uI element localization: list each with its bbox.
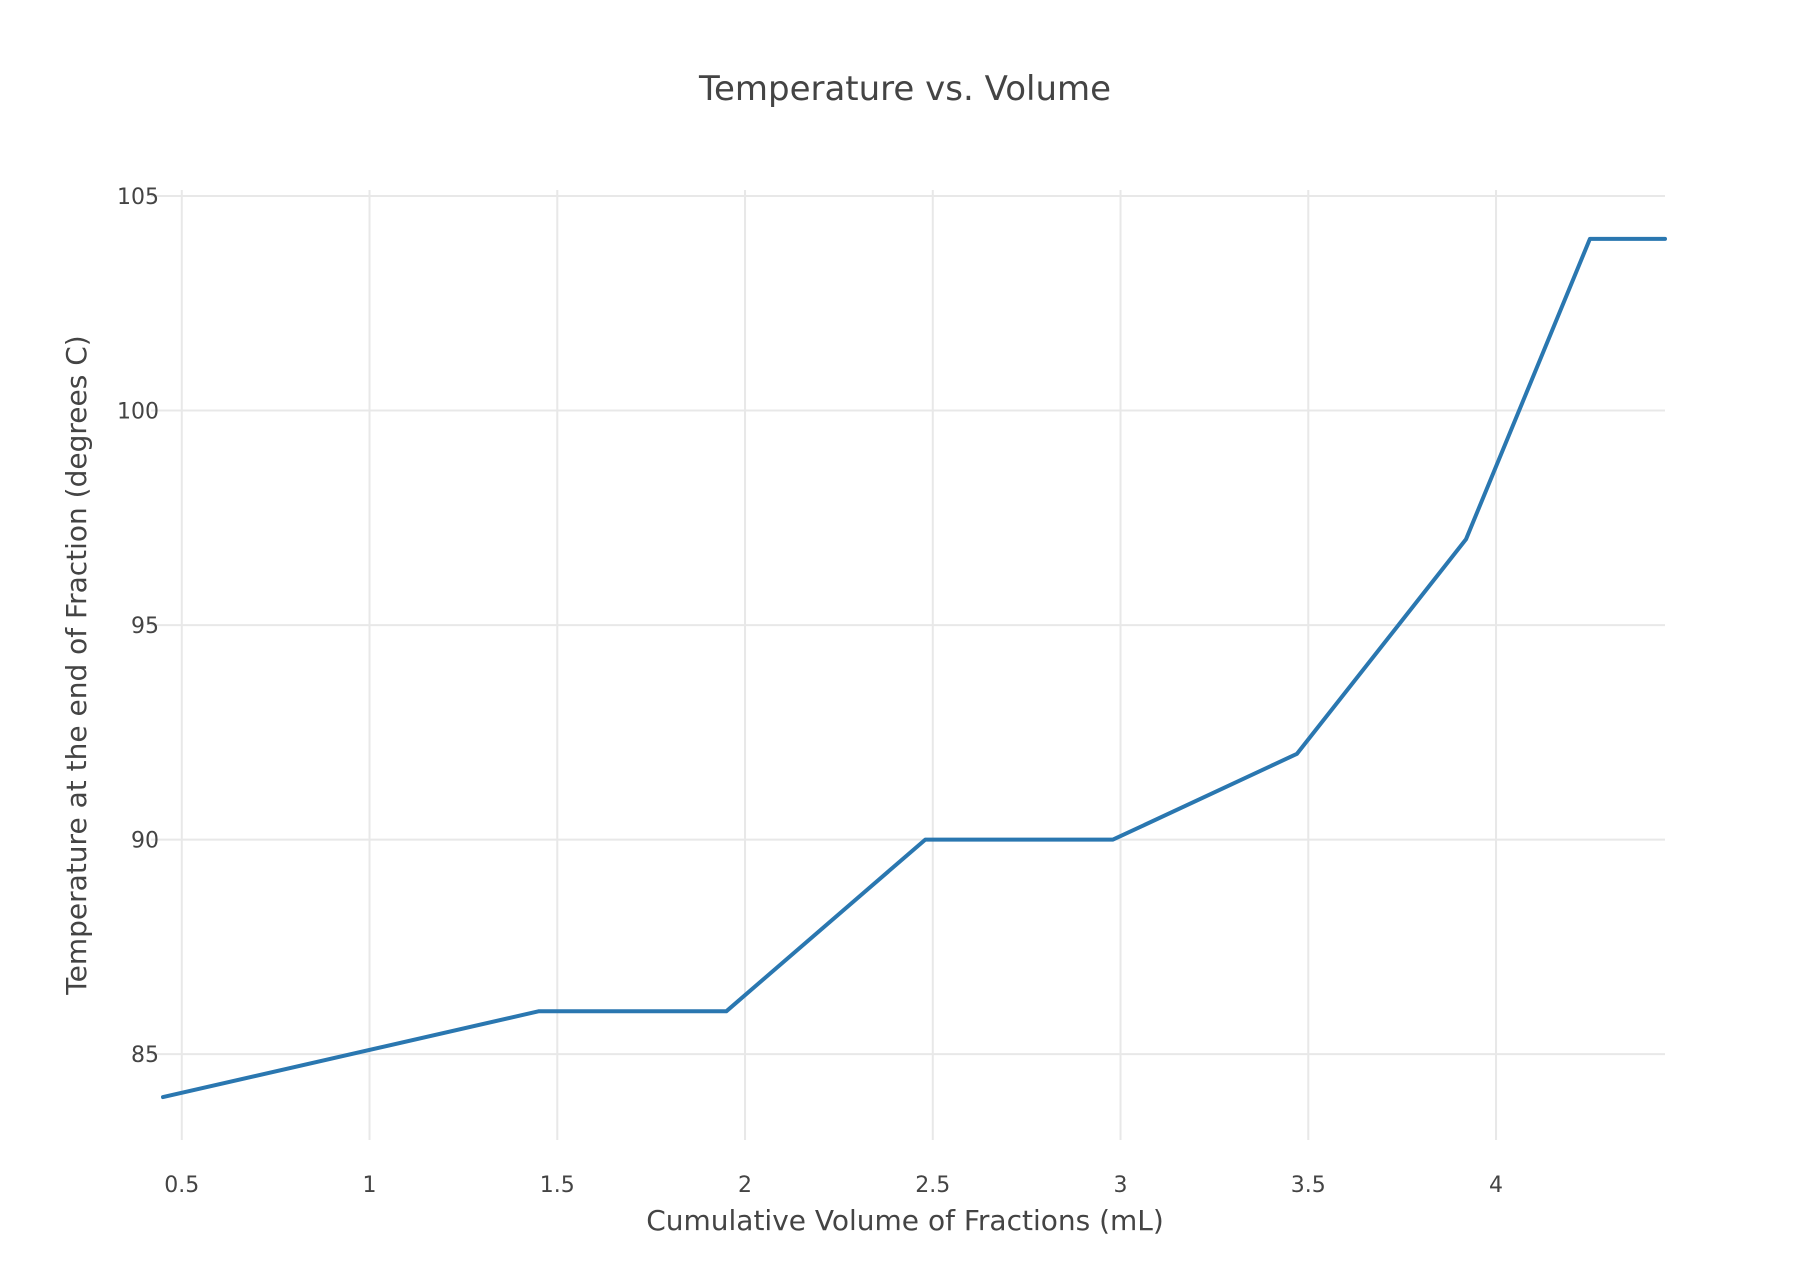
series-line — [161, 236, 1667, 1100]
y-tick-label: 105 — [117, 185, 159, 210]
x-axis-title: Cumulative Volume of Fractions (mL) — [646, 1204, 1164, 1237]
x-tick-label: 4 — [1489, 1173, 1503, 1198]
x-tick-label: 3.5 — [1291, 1173, 1326, 1198]
x-tick-label: 0.5 — [164, 1173, 199, 1198]
chart-title: Temperature vs. Volume — [698, 69, 1111, 109]
x-tick-label: 2 — [738, 1173, 752, 1198]
x-gridlines — [180, 190, 1498, 1140]
y-tick-labels: 85 90 95 100 105 — [117, 185, 159, 1068]
x-tick-labels: 0.5 1 1.5 2 2.5 3 3.5 4 — [164, 1173, 1503, 1198]
series-layer — [161, 236, 1667, 1100]
y-tick-label: 100 — [117, 400, 159, 425]
y-gridlines — [151, 195, 1665, 1056]
y-tick-label: 85 — [131, 1043, 159, 1068]
y-tick-label: 90 — [131, 829, 159, 854]
x-tick-label: 3 — [1114, 1173, 1128, 1198]
x-tick-label: 2.5 — [915, 1173, 950, 1198]
y-tick-label: 95 — [131, 614, 159, 639]
x-tick-label: 1.5 — [540, 1173, 575, 1198]
x-tick-label: 1 — [363, 1173, 377, 1198]
y-axis-title: Temperature at the end of Fraction (degr… — [60, 335, 93, 995]
